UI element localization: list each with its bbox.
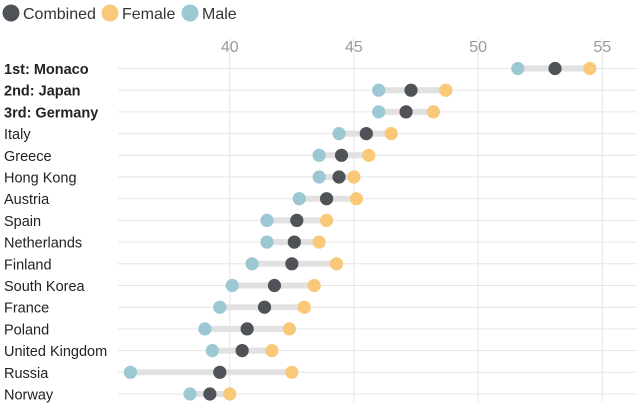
combined-dot — [257, 300, 272, 314]
row: United Kingdom — [4, 344, 637, 360]
x-tick-label-40: 40 — [221, 39, 239, 56]
row-label: Poland — [4, 322, 49, 338]
legend-swatch-female — [101, 4, 119, 22]
male-dot — [292, 192, 306, 206]
combined-dot — [235, 344, 249, 358]
male-dot — [260, 213, 274, 227]
male-dot — [225, 278, 239, 293]
male-dot — [332, 127, 346, 141]
combined-dot — [287, 235, 301, 249]
legend-item-combined: Combined — [2, 4, 96, 23]
combined-dot — [213, 365, 227, 379]
male-dot — [260, 235, 274, 249]
row-label: France — [4, 301, 49, 317]
combined-dot — [334, 148, 349, 162]
row: Russia — [4, 365, 637, 382]
female-dot — [439, 83, 453, 97]
legend-label-male: Male — [202, 6, 237, 23]
data-rows: 1st: Monaco 2nd: Japan 3rd: Germany Italy Gr… — [4, 61, 637, 404]
combined-dot — [240, 322, 254, 336]
combined-dot — [290, 213, 304, 227]
combined-dot — [267, 278, 282, 293]
female-dot — [384, 127, 398, 141]
female-dot — [312, 235, 326, 249]
row: Greece — [4, 148, 637, 165]
row-label: 3rd: Germany — [4, 105, 98, 121]
row: France — [4, 300, 637, 317]
legend-swatch-combined — [2, 4, 20, 22]
male-dot — [205, 344, 219, 358]
x-tick-label-55: 55 — [593, 39, 611, 56]
legend-label-combined: Combined — [23, 6, 96, 23]
row: Spain — [4, 213, 637, 230]
male-dot — [183, 387, 197, 401]
combined-dot — [319, 192, 334, 206]
male-dot — [511, 61, 525, 76]
x-axis-ticks: 40 45 50 55 — [221, 39, 611, 56]
row: Poland — [4, 322, 637, 338]
male-dot — [245, 257, 259, 271]
male-dot — [312, 148, 326, 162]
combined-dot — [548, 61, 562, 76]
row: Hong Kong — [4, 170, 637, 187]
row-label: Italy — [4, 127, 31, 143]
row: 1st: Monaco — [4, 61, 637, 78]
legend-label-female: Female — [122, 6, 175, 23]
legend-swatch-male — [181, 4, 199, 22]
male-dot — [198, 322, 212, 336]
male-dot — [123, 365, 138, 379]
row: Finland — [4, 257, 637, 273]
female-dot — [426, 105, 440, 119]
x-tick-label-50: 50 — [469, 39, 487, 56]
row: Norway — [4, 387, 637, 404]
row: 2nd: Japan — [4, 83, 637, 100]
row-label: Greece — [4, 149, 52, 165]
female-dot — [285, 365, 299, 379]
female-dot — [319, 213, 334, 227]
female-dot — [329, 257, 344, 271]
female-dot — [223, 387, 237, 401]
row: South Korea — [4, 278, 637, 295]
combined-dot — [203, 387, 217, 401]
male-dot — [213, 300, 227, 314]
row-label: Hong Kong — [4, 171, 77, 187]
male-dot — [372, 83, 386, 97]
male-dot — [312, 170, 326, 184]
row-label: Finland — [4, 257, 52, 273]
female-dot — [347, 170, 361, 184]
combined-dot — [404, 83, 418, 97]
row: Italy — [4, 127, 637, 143]
legend-item-male: Male — [181, 4, 237, 23]
row-label: United Kingdom — [4, 344, 107, 360]
legend-item-female: Female — [101, 4, 175, 23]
combined-dot — [332, 170, 346, 184]
female-dot — [362, 148, 376, 162]
row-label: Spain — [4, 214, 41, 230]
combined-dot — [285, 257, 299, 271]
x-tick-label-45: 45 — [345, 39, 363, 56]
row: 3rd: Germany — [4, 105, 637, 121]
row-label: 2nd: Japan — [4, 84, 81, 100]
male-dot — [372, 105, 386, 119]
female-dot — [349, 192, 363, 206]
row-label: Russia — [4, 366, 49, 382]
row-label: 1st: Monaco — [4, 62, 89, 78]
female-dot — [265, 344, 279, 358]
row: Austria — [4, 192, 637, 208]
row: Netherlands — [4, 235, 637, 252]
female-dot — [282, 322, 296, 336]
female-dot — [583, 61, 597, 76]
female-dot — [307, 278, 321, 293]
row-label: South Korea — [4, 279, 86, 295]
combined-dot — [359, 127, 373, 141]
row-label: Austria — [4, 192, 50, 208]
legend: Combined Female Male — [2, 4, 237, 23]
row-label: Netherlands — [4, 236, 82, 252]
row-label: Norway — [4, 388, 54, 404]
female-dot — [297, 300, 311, 314]
combined-dot — [399, 105, 413, 119]
